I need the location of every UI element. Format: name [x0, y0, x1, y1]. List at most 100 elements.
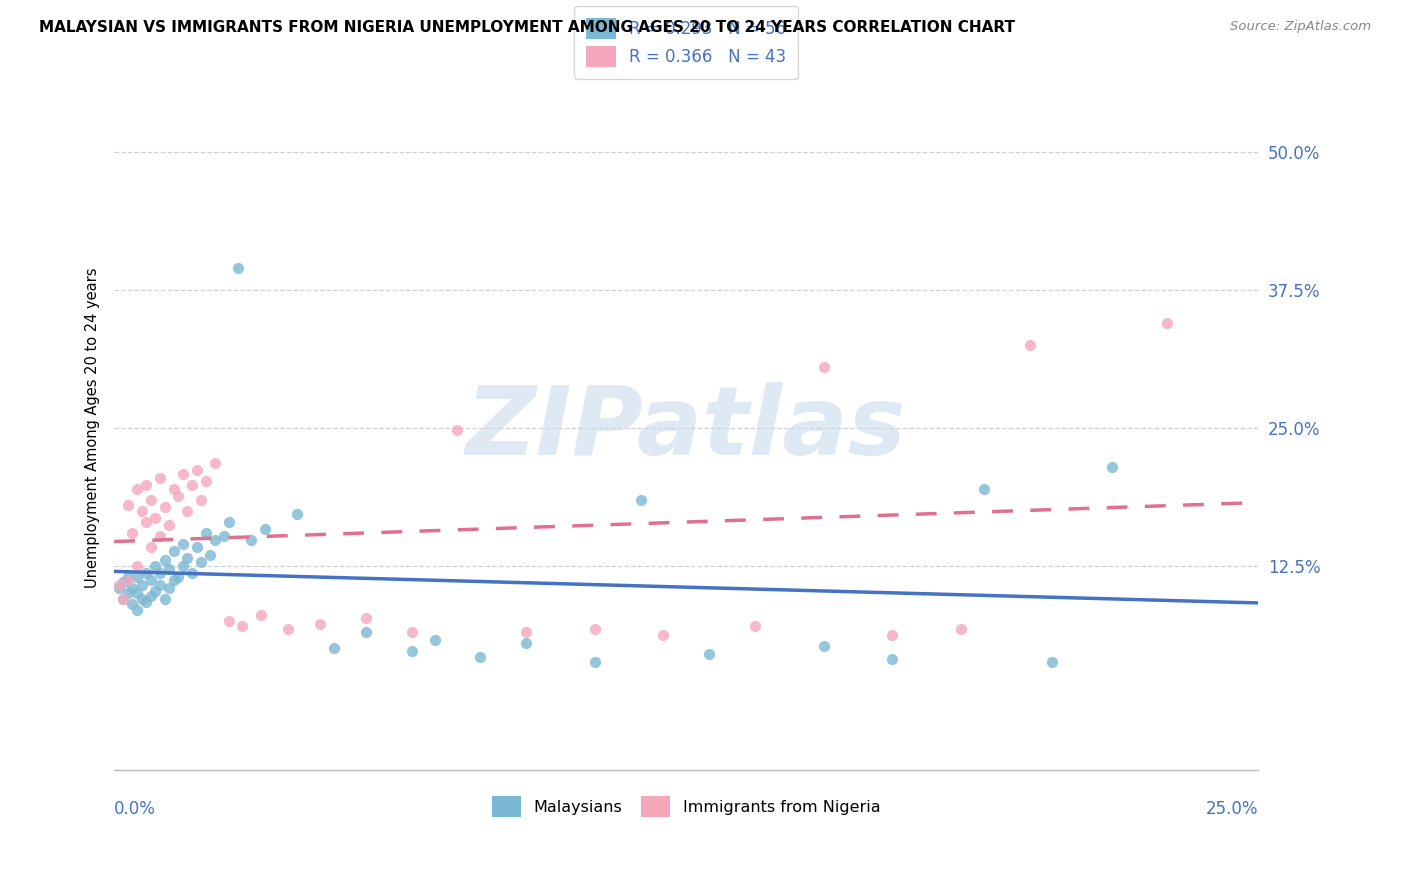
Point — [882, 628, 904, 642]
Point — [117, 586, 139, 600]
Point — [112, 591, 135, 606]
Point — [157, 562, 180, 576]
Point — [125, 558, 148, 573]
Point — [139, 589, 162, 603]
Point — [401, 624, 423, 639]
Point — [121, 581, 143, 595]
Point — [131, 591, 153, 606]
Point — [744, 619, 766, 633]
Point — [470, 650, 492, 665]
Point — [135, 515, 157, 529]
Point — [309, 617, 332, 632]
Text: 0.0%: 0.0% — [114, 800, 156, 818]
Point — [145, 584, 167, 599]
Point — [125, 482, 148, 496]
Point — [401, 643, 423, 657]
Point — [515, 624, 537, 639]
Point — [139, 540, 162, 554]
Point — [697, 647, 720, 661]
Point — [149, 529, 172, 543]
Point — [176, 503, 198, 517]
Point — [145, 511, 167, 525]
Point — [1018, 338, 1040, 352]
Point — [153, 500, 176, 515]
Point — [153, 553, 176, 567]
Point — [354, 624, 377, 639]
Point — [423, 632, 446, 647]
Y-axis label: Unemployment Among Ages 20 to 24 years: Unemployment Among Ages 20 to 24 years — [86, 268, 100, 588]
Point — [186, 463, 208, 477]
Point — [172, 467, 194, 482]
Point — [149, 470, 172, 484]
Point — [240, 533, 263, 548]
Point — [125, 603, 148, 617]
Point — [145, 558, 167, 573]
Point — [973, 482, 995, 496]
Point — [204, 533, 226, 548]
Point — [1042, 655, 1064, 669]
Point — [157, 581, 180, 595]
Point — [194, 525, 217, 540]
Point — [131, 577, 153, 591]
Point — [813, 360, 835, 375]
Point — [190, 492, 212, 507]
Point — [231, 619, 253, 633]
Point — [515, 636, 537, 650]
Legend: Malaysians, Immigrants from Nigeria: Malaysians, Immigrants from Nigeria — [485, 789, 887, 823]
Point — [135, 478, 157, 492]
Point — [149, 566, 172, 581]
Point — [583, 622, 606, 636]
Point — [277, 622, 299, 636]
Point — [181, 478, 204, 492]
Point — [163, 573, 186, 587]
Point — [249, 608, 271, 623]
Point — [446, 423, 468, 437]
Point — [204, 456, 226, 470]
Point — [172, 537, 194, 551]
Point — [167, 489, 190, 503]
Point — [112, 591, 135, 606]
Point — [218, 515, 240, 529]
Point — [157, 518, 180, 533]
Text: MALAYSIAN VS IMMIGRANTS FROM NIGERIA UNEMPLOYMENT AMONG AGES 20 TO 24 YEARS CORR: MALAYSIAN VS IMMIGRANTS FROM NIGERIA UNE… — [39, 20, 1015, 35]
Point — [135, 595, 157, 609]
Point — [813, 639, 835, 653]
Point — [949, 622, 972, 636]
Point — [167, 570, 190, 584]
Point — [125, 570, 148, 584]
Text: 25.0%: 25.0% — [1206, 800, 1258, 818]
Point — [153, 591, 176, 606]
Point — [190, 556, 212, 570]
Point — [107, 581, 129, 595]
Point — [135, 566, 157, 581]
Point — [181, 566, 204, 581]
Point — [583, 655, 606, 669]
Point — [139, 573, 162, 587]
Point — [285, 507, 308, 521]
Point — [882, 652, 904, 666]
Text: ZIPatlas: ZIPatlas — [465, 382, 907, 475]
Point — [176, 551, 198, 566]
Point — [163, 482, 186, 496]
Text: Source: ZipAtlas.com: Source: ZipAtlas.com — [1230, 20, 1371, 33]
Point — [149, 577, 172, 591]
Point — [322, 641, 344, 656]
Point — [194, 474, 217, 488]
Point — [117, 570, 139, 584]
Point — [1101, 459, 1123, 474]
Point — [125, 586, 148, 600]
Point — [107, 577, 129, 591]
Point — [131, 503, 153, 517]
Point — [200, 548, 222, 562]
Point — [121, 598, 143, 612]
Point — [652, 628, 675, 642]
Point — [212, 529, 235, 543]
Point — [139, 492, 162, 507]
Point — [186, 540, 208, 554]
Point — [1156, 316, 1178, 330]
Point — [172, 558, 194, 573]
Point — [354, 610, 377, 624]
Point — [630, 492, 652, 507]
Point — [254, 522, 277, 536]
Point — [112, 575, 135, 590]
